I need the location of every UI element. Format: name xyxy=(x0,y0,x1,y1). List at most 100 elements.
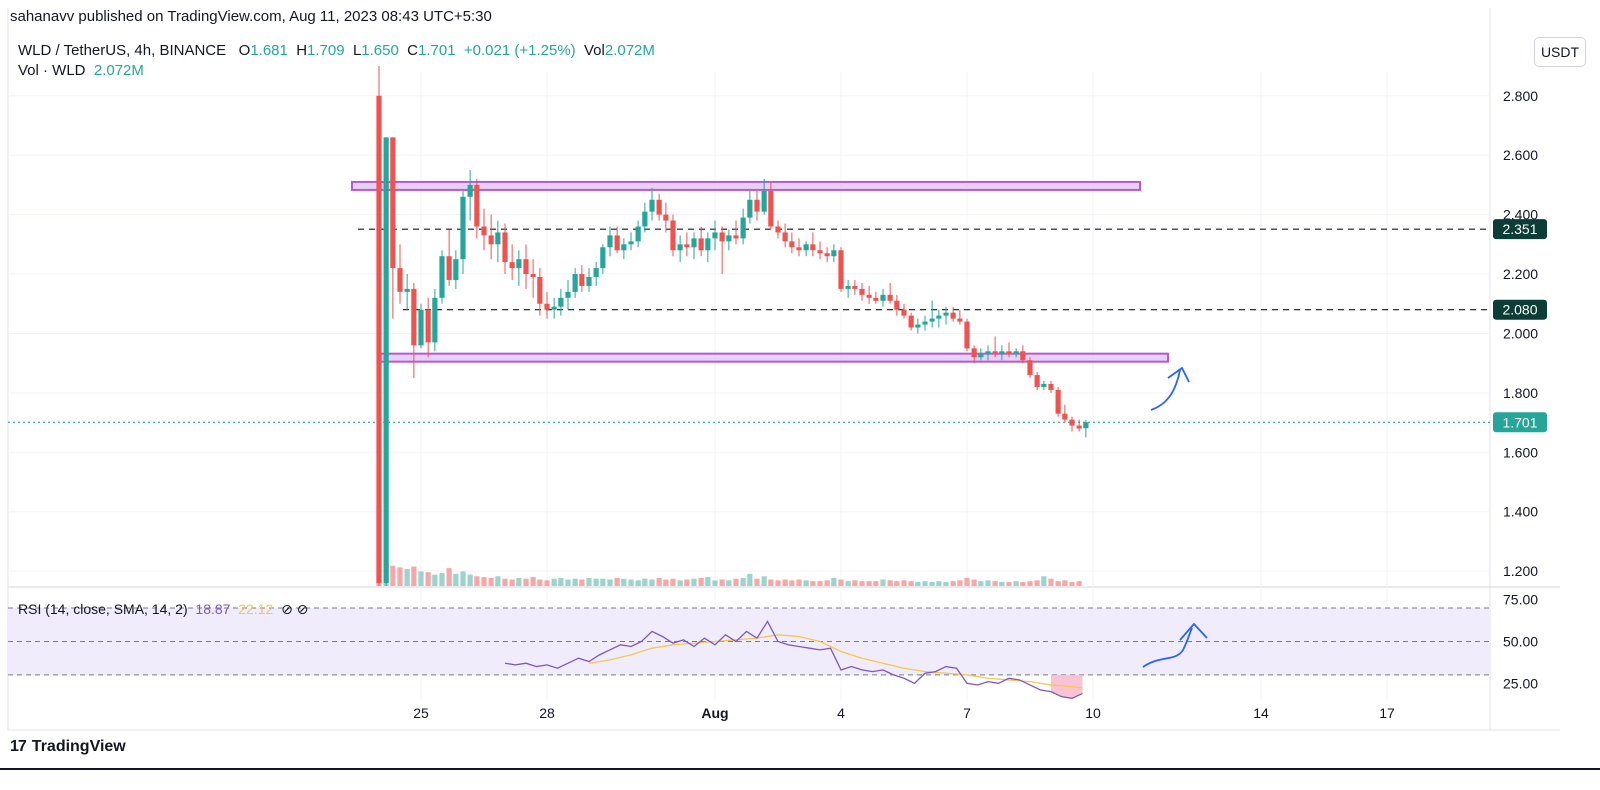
candle xyxy=(432,288,438,352)
candle-body xyxy=(943,312,949,316)
candle-body xyxy=(565,291,571,298)
candle-body xyxy=(432,297,438,343)
volume-bar xyxy=(537,579,543,586)
price-tick-label: 2.800 xyxy=(1503,88,1538,104)
candle xyxy=(516,250,522,286)
rsi-arrow-icon xyxy=(1142,627,1193,668)
candle xyxy=(425,297,431,358)
volume-bar xyxy=(516,577,522,586)
candle-body xyxy=(607,235,613,248)
candle xyxy=(943,306,949,325)
candle-body xyxy=(642,211,648,227)
volume-bar xyxy=(922,581,928,586)
candle-body xyxy=(915,324,921,328)
volume-bar xyxy=(950,581,956,586)
price-badge: 2.351 xyxy=(1493,219,1547,240)
candle-body xyxy=(859,288,865,295)
volume-bar xyxy=(656,577,662,586)
volume-bar xyxy=(614,577,620,586)
candle-body xyxy=(761,190,767,212)
candle-body xyxy=(1034,375,1040,387)
candle xyxy=(740,208,746,245)
rsi-hide-icons[interactable]: ⊘ ⊘ xyxy=(281,601,309,617)
volume-bar xyxy=(733,578,739,586)
volume-bar xyxy=(628,579,634,586)
candle-body xyxy=(985,351,991,355)
volume-bar xyxy=(859,581,865,586)
candle-body xyxy=(404,288,410,292)
candle xyxy=(705,232,711,263)
candle xyxy=(572,268,578,298)
price-badge-bg xyxy=(1493,219,1547,240)
rsi-value: 18.87 xyxy=(195,601,231,617)
candle-body xyxy=(439,256,445,298)
candle-body xyxy=(775,226,781,233)
candle-body xyxy=(376,95,382,584)
candle xyxy=(376,66,382,586)
rsi-legend: RSI (14, close, SMA, 14, 2) 18.87 22.12 … xyxy=(18,601,308,618)
currency-button[interactable]: USDT xyxy=(1534,37,1586,67)
open-label: O xyxy=(238,42,251,59)
candle-body xyxy=(467,184,473,197)
price-badge: 2.080 xyxy=(1493,299,1547,320)
time-tick-label: 17 xyxy=(1379,705,1395,721)
candle-body xyxy=(845,285,851,289)
candle xyxy=(887,282,893,304)
volume-bar xyxy=(586,577,592,586)
candle-body xyxy=(411,288,417,346)
volume-bar xyxy=(677,580,683,586)
candle-body xyxy=(782,232,788,242)
candle-body xyxy=(523,259,529,275)
candle xyxy=(831,244,837,263)
candle-body xyxy=(901,309,907,316)
volume-bar xyxy=(670,578,676,586)
volume-bar xyxy=(425,572,431,586)
candle xyxy=(411,282,417,379)
candle-body xyxy=(530,274,536,278)
candle xyxy=(915,318,921,334)
volume-bar xyxy=(754,578,760,586)
candle-body xyxy=(474,184,480,227)
candle-body xyxy=(999,351,1005,355)
candle xyxy=(460,190,466,275)
candle-body xyxy=(698,238,704,251)
price-badge-text: 2.080 xyxy=(1502,302,1537,318)
candle-body xyxy=(824,253,830,257)
candle-body xyxy=(978,354,984,358)
candle-body xyxy=(873,297,879,301)
candle-body xyxy=(866,294,872,298)
candle-body xyxy=(1062,413,1068,420)
candle xyxy=(656,193,662,221)
candle xyxy=(803,241,809,257)
volume-bar xyxy=(607,579,613,586)
candle xyxy=(467,170,473,221)
time-tick-label: 14 xyxy=(1253,705,1269,721)
candle-body xyxy=(600,247,606,269)
time-tick-label: 25 xyxy=(413,705,429,721)
high-label: H xyxy=(296,42,308,59)
candle xyxy=(390,137,396,319)
volume-bar xyxy=(684,579,690,586)
candle-body xyxy=(509,262,515,269)
candle-body xyxy=(1048,383,1054,390)
candle xyxy=(747,190,753,224)
volume-bar xyxy=(992,581,998,586)
candle xyxy=(1013,348,1019,358)
volume-bar xyxy=(600,578,606,586)
support-resistance-zone xyxy=(379,352,1169,363)
price-tick-label: 1.800 xyxy=(1503,385,1538,401)
candle-body xyxy=(684,244,690,248)
candle xyxy=(866,285,872,304)
candle xyxy=(817,241,823,260)
candle-body xyxy=(726,235,732,242)
price-badge: 1.701 xyxy=(1493,412,1547,433)
volume-bar xyxy=(1006,581,1012,586)
candle xyxy=(754,190,760,221)
candle xyxy=(698,226,704,257)
volume-bar xyxy=(1055,581,1061,586)
volume-bar xyxy=(712,580,718,586)
volume-bar xyxy=(936,581,942,586)
candle xyxy=(908,312,914,331)
rsi-tick-label: 25.00 xyxy=(1503,675,1538,691)
candle xyxy=(922,315,928,331)
